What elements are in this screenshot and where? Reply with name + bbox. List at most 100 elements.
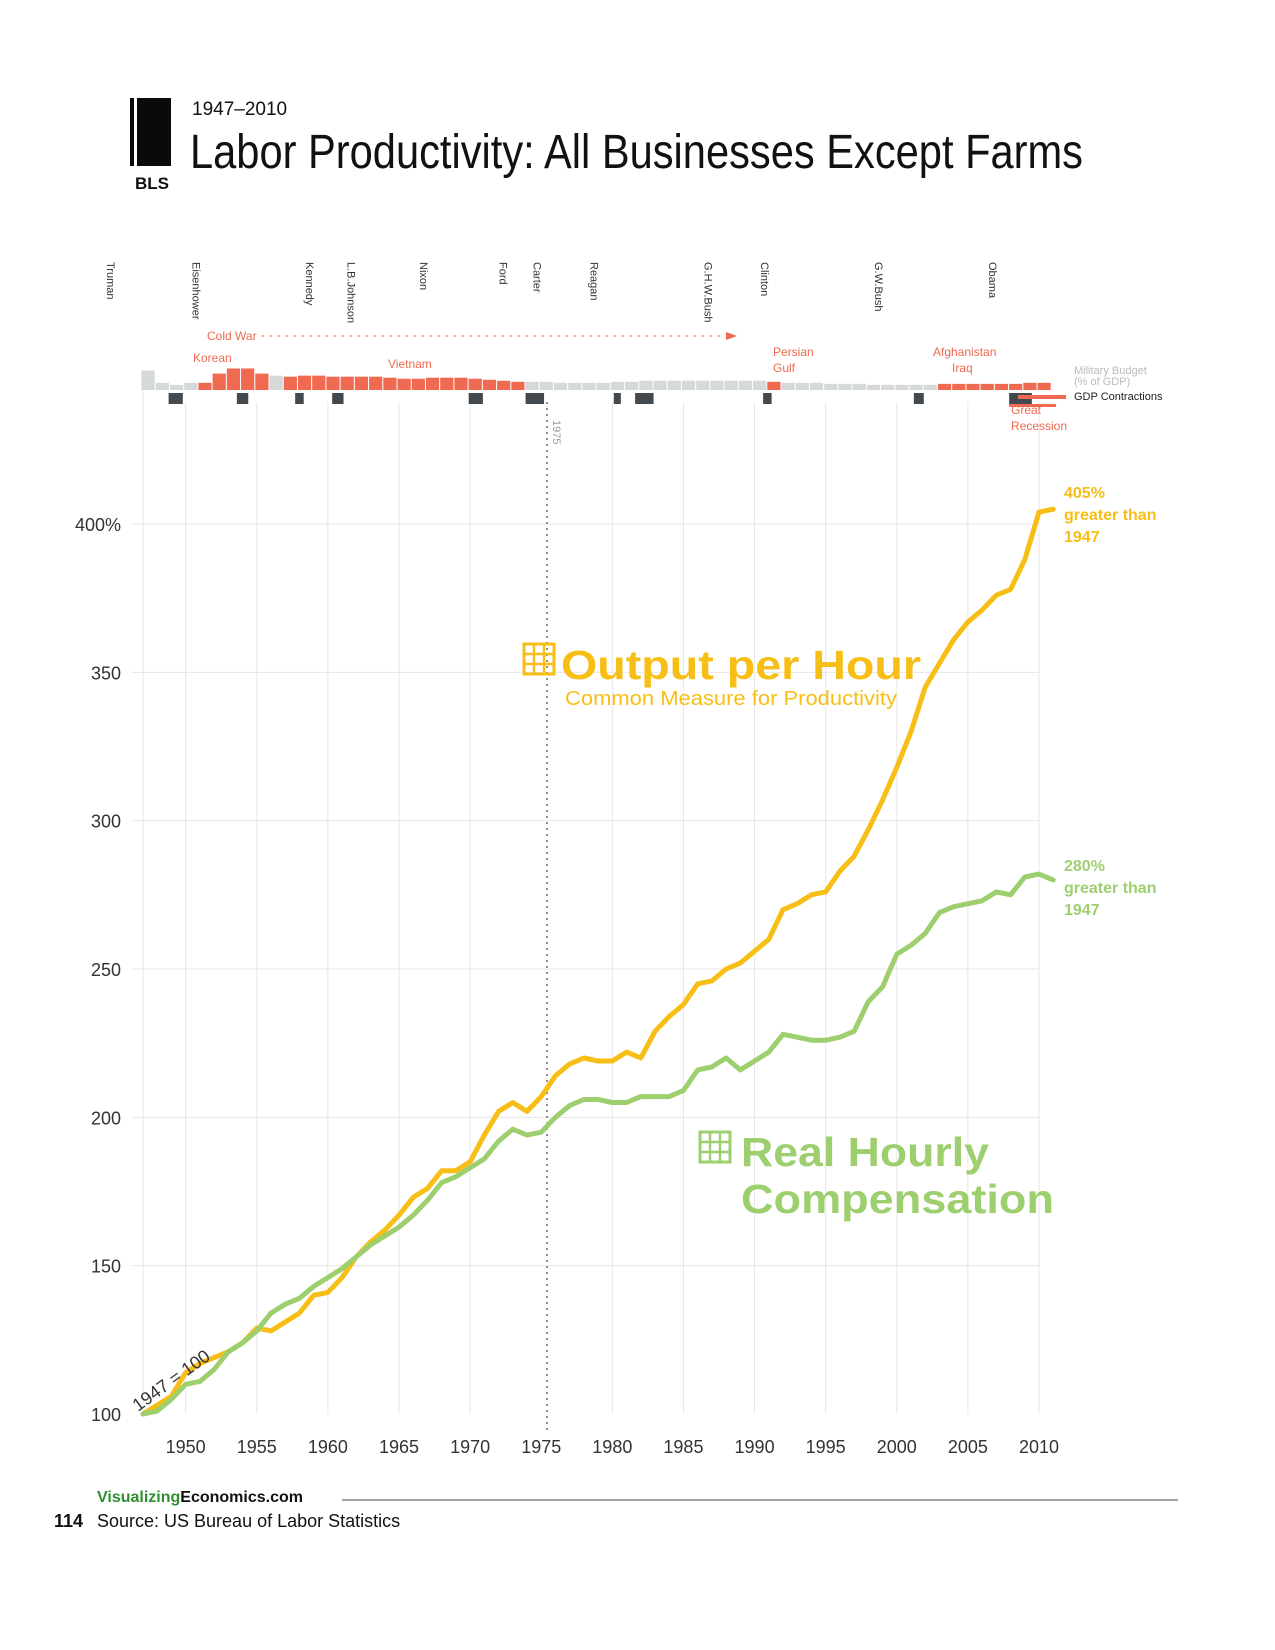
y-tick-label: 100 <box>91 1405 121 1425</box>
war-budget-bar <box>1037 382 1051 390</box>
x-tick-label: 1980 <box>592 1437 632 1457</box>
x-tick-label: 2000 <box>877 1437 917 1457</box>
military-budget-bar <box>269 375 283 390</box>
war-budget-bar <box>326 376 340 390</box>
military-budget-bar <box>881 384 895 390</box>
war-budget-bar <box>241 368 255 390</box>
military-budget-bar <box>824 383 838 390</box>
war-budget-bar <box>440 377 454 390</box>
military-budget-bar <box>667 380 681 390</box>
military-budget-bar <box>625 381 639 390</box>
war-budget-bar <box>482 379 497 390</box>
x-tick-label: 1975 <box>521 1437 561 1457</box>
great-recession-label-line1: Great <box>1011 403 1042 417</box>
output-series-subtitle: Common Measure for Productivity <box>565 688 897 710</box>
y-tick-label: 400% <box>75 515 121 535</box>
y-tick-label: 200 <box>91 1108 121 1128</box>
persian-gulf-label-line1: Persian <box>773 345 814 359</box>
war-budget-bar <box>966 383 980 390</box>
output-end-percent: 405% <box>1064 485 1105 502</box>
grid-layer <box>132 390 1040 1414</box>
military-budget-bar <box>582 382 596 390</box>
iraq-war-label: Iraq <box>952 361 973 375</box>
military-budget-bar <box>710 380 724 390</box>
military-budget-bar <box>596 382 610 390</box>
gdp-contraction-block <box>635 393 654 404</box>
gdp-contraction-block <box>236 393 249 404</box>
war-budget-bar <box>383 377 397 390</box>
great-recession-label-line2: Recession <box>1011 419 1067 433</box>
military-budget-legend-line2: (% of GDP) <box>1074 376 1130 388</box>
military-budget-bar <box>838 383 852 390</box>
cold-war-arrow-icon <box>726 332 737 340</box>
president-label: Nixon <box>417 262 429 290</box>
y-tick-label: 150 <box>91 1257 121 1277</box>
bls-badge: BLS <box>135 174 169 193</box>
president-label: Kennedy <box>303 262 315 306</box>
military-budget-bar <box>681 380 696 390</box>
output-series-title: Output per Hour <box>561 642 921 688</box>
gdp-contraction-block <box>332 393 344 404</box>
x-tick-label: 1960 <box>308 1437 348 1457</box>
war-budget-bar <box>255 373 269 390</box>
president-label: Truman <box>104 262 116 300</box>
military-budget-bar <box>923 384 937 390</box>
brand-wordmark: VisualizingEconomics.com <box>97 1489 303 1506</box>
president-label: Clinton <box>758 262 770 296</box>
military-budget-bar <box>553 382 568 390</box>
source-note: Source: US Bureau of Labor Statistics <box>97 1511 400 1531</box>
war-budget-bar <box>1009 383 1023 390</box>
war-budget-bar <box>454 377 468 390</box>
timeline-layer: Truman Eisenhower Kennedy L.B.Johnson Nixon F… <box>104 262 1057 407</box>
x-tick-label: 1990 <box>735 1437 775 1457</box>
military-budget-bar <box>866 384 881 390</box>
military-budget-bar <box>696 380 710 390</box>
bls-book-spine <box>134 98 137 166</box>
war-budget-bar <box>994 383 1009 390</box>
chart-title: Labor Productivity: All Businesses Excep… <box>190 126 1083 179</box>
table-icon <box>522 642 556 676</box>
war-budget-bar <box>767 381 781 390</box>
military-budget-bar <box>155 382 169 390</box>
war-budget-bar <box>952 383 966 390</box>
gdp-contraction-block <box>168 393 183 404</box>
war-budget-bar <box>411 378 425 390</box>
president-label: Ford <box>497 262 509 285</box>
war-budget-bar <box>340 376 354 390</box>
war-budget-bar <box>980 383 994 390</box>
output-series-label: Output per Hour Common Measure for Produ… <box>522 642 921 710</box>
cold-war-label: Cold War <box>207 329 257 343</box>
x-tick-label: 1995 <box>806 1437 846 1457</box>
x-tick-label: 1955 <box>237 1437 277 1457</box>
gdp-contraction-block <box>913 393 924 404</box>
war-budget-bar <box>198 382 212 390</box>
president-label: Reagan <box>588 262 600 301</box>
x-tick-label: 1965 <box>379 1437 419 1457</box>
gdp-contraction-block <box>295 393 304 404</box>
war-budget-bar <box>369 376 383 390</box>
president-label: Eisenhower <box>189 262 201 320</box>
compensation-end-year: 1947 <box>1064 902 1100 919</box>
x-tick-label: 1950 <box>166 1437 206 1457</box>
military-budget-bar <box>169 384 184 390</box>
president-label: Carter <box>531 262 543 293</box>
war-budget-bar <box>312 375 326 390</box>
series-layer <box>140 506 1056 1417</box>
output-end-year: 1947 <box>1064 529 1100 546</box>
year-1975-label: 1975 <box>550 420 562 444</box>
gdp-contraction-block <box>525 393 545 404</box>
military-budget-legend-line1: Military Budget <box>1074 365 1147 377</box>
brand-part-2: Economics.com <box>180 1489 303 1506</box>
afghanistan-war-label: Afghanistan <box>933 345 996 359</box>
military-budget-bar <box>781 382 795 390</box>
gdp-contraction-block <box>763 393 772 404</box>
table-icon <box>698 1130 732 1164</box>
gdp-contraction-legend-swatch <box>1018 395 1066 399</box>
output-end-text: greater than <box>1064 507 1156 524</box>
chart-subtitle: 1947–2010 <box>192 99 287 120</box>
axis-layer: 100 150 200 250 300 350 400% 1950 1955 1960 1965 19… <box>75 515 1059 1457</box>
gdp-contraction-block <box>613 393 621 404</box>
x-tick-label: 1970 <box>450 1437 490 1457</box>
war-budget-bar <box>1023 382 1037 390</box>
